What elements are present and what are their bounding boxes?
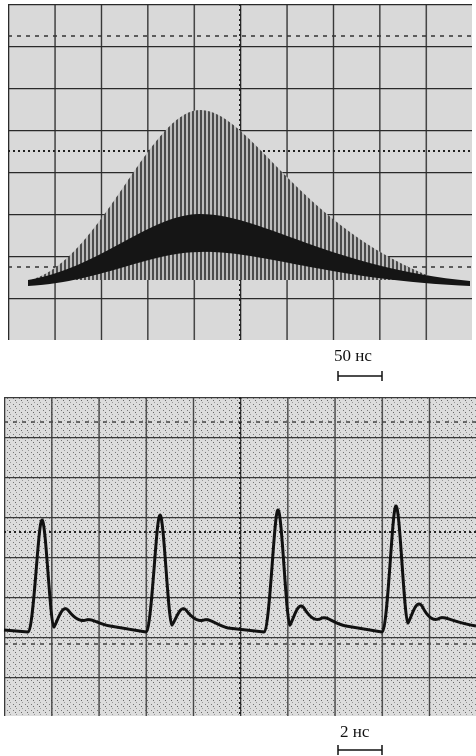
scale-bar bbox=[337, 745, 383, 755]
bottom-panel bbox=[3, 397, 476, 716]
signal-band bbox=[28, 214, 470, 286]
scale-label: 50 нс bbox=[334, 346, 372, 365]
scale-bar bbox=[337, 371, 383, 381]
center-axis bbox=[4, 397, 476, 716]
scale-label: 2 нс bbox=[340, 722, 370, 741]
top-panel bbox=[8, 4, 472, 340]
signal-trace bbox=[3, 504, 476, 634]
